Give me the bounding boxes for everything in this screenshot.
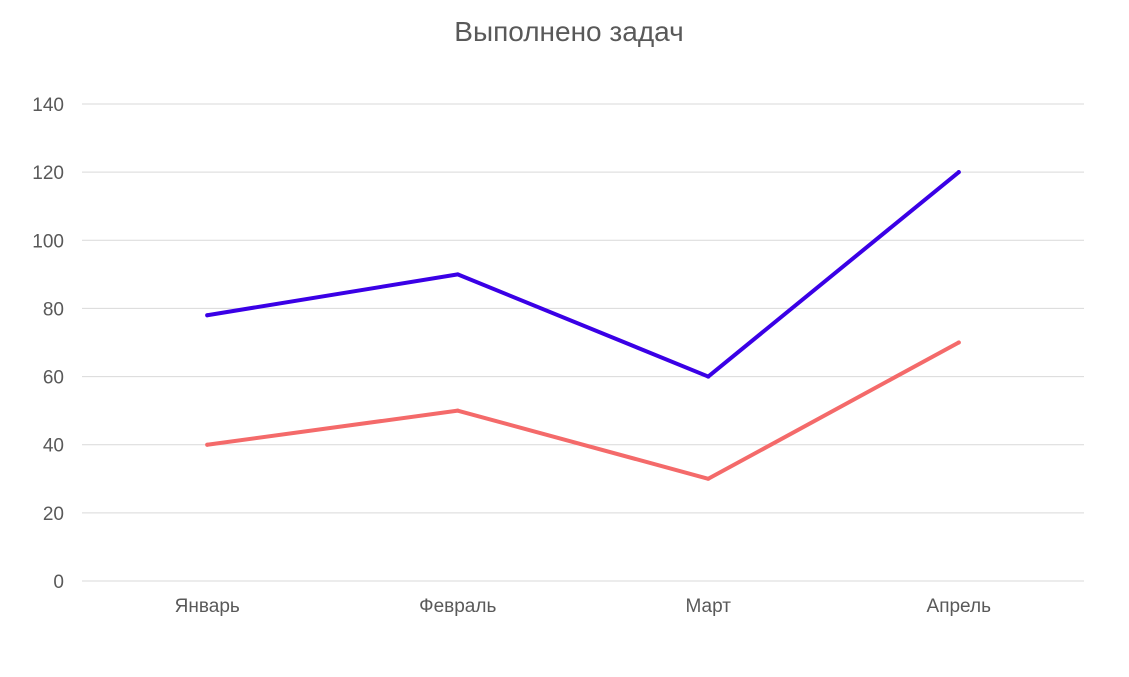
- y-axis-ticks: 0 20 40 60 80 100 120 140: [32, 95, 64, 593]
- chart-title: Выполнено задач: [454, 16, 683, 47]
- data-point: [706, 374, 711, 379]
- data-point: [956, 170, 961, 175]
- data-point: [956, 340, 961, 345]
- data-point: [455, 272, 460, 277]
- data-point: [205, 442, 210, 447]
- data-point: [455, 408, 460, 413]
- y-tick-label: 100: [32, 231, 64, 252]
- x-tick-label: Январь: [175, 596, 240, 617]
- gridlines: [82, 103, 1084, 582]
- series-lines: [205, 170, 961, 481]
- y-tick-label: 120: [32, 163, 64, 184]
- data-point: [706, 476, 711, 481]
- x-tick-label: Март: [686, 596, 732, 617]
- series-line-2: [205, 340, 961, 481]
- data-point: [205, 313, 210, 318]
- y-tick-label: 60: [43, 368, 64, 389]
- x-tick-label: Апрель: [927, 596, 992, 617]
- y-tick-label: 20: [43, 504, 64, 525]
- y-tick-label: 140: [32, 95, 64, 116]
- y-tick-label: 40: [43, 436, 64, 457]
- y-tick-label: 0: [53, 572, 64, 593]
- x-tick-label: Февраль: [419, 596, 496, 617]
- series-line-1: [205, 170, 961, 379]
- x-axis-ticks: Январь Февраль Март Апрель: [175, 596, 991, 617]
- y-tick-label: 80: [43, 299, 64, 320]
